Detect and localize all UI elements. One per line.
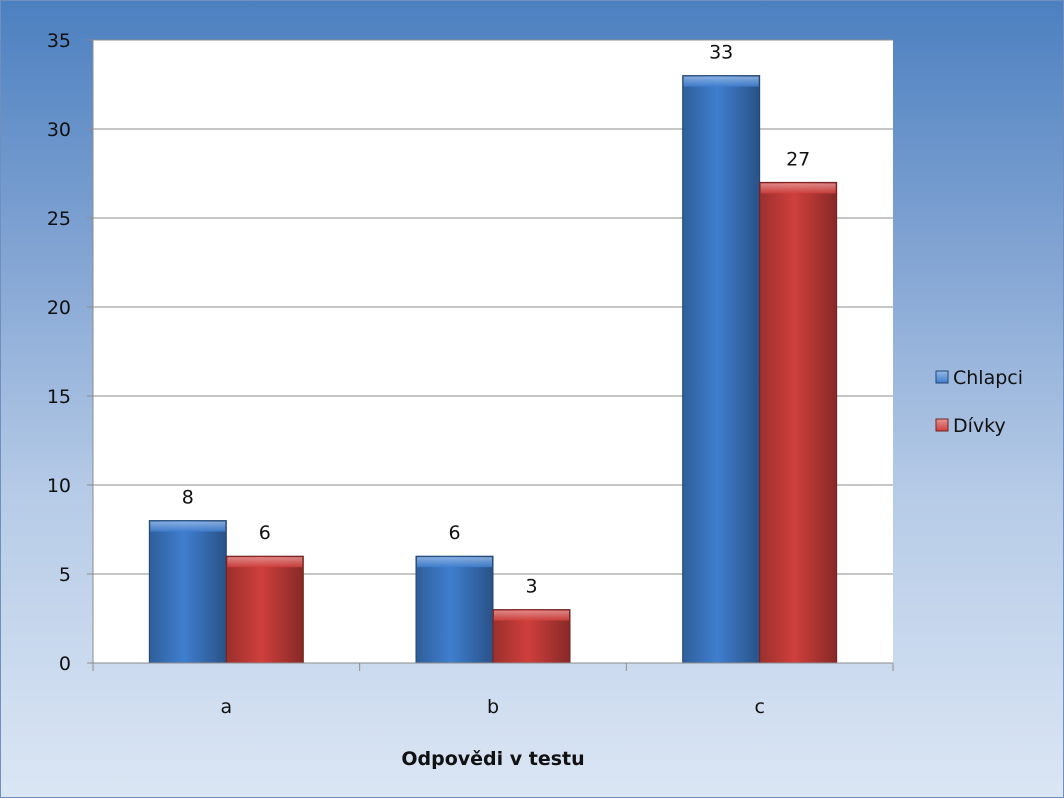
data-label-chlapci-a: 8 — [182, 487, 194, 509]
y-tick-label: 30 — [47, 119, 71, 141]
bar-chlapci-c — [682, 75, 761, 664]
legend-swatch — [935, 418, 949, 432]
x-axis-title: Odpovědi v testu — [401, 748, 584, 770]
y-tick-label: 10 — [47, 475, 71, 497]
y-tick-label: 20 — [47, 297, 71, 319]
data-label-divky-a: 6 — [259, 522, 271, 544]
y-tick-label: 25 — [47, 208, 71, 230]
legend: Chlapci Dívky — [935, 367, 1023, 437]
legend-label: Chlapci — [953, 367, 1023, 389]
data-label-divky-c: 27 — [786, 148, 810, 170]
legend-item-divky: Dívky — [935, 415, 1006, 437]
y-tick-label: 35 — [47, 30, 71, 52]
legend-swatch — [935, 370, 949, 384]
data-label-divky-b: 3 — [525, 576, 537, 598]
bar-chlapci-a — [148, 520, 227, 664]
axes — [87, 39, 894, 671]
labels: 0 5 10 15 20 25 30 35 a 8 6 b 6 3 c 33 27 — [47, 30, 810, 718]
bars — [148, 75, 838, 664]
x-tick-label-b: b — [487, 696, 499, 718]
legend-item-chlapci: Chlapci — [935, 367, 1023, 389]
bar-chlapci-b — [415, 555, 494, 664]
y-tick-label: 5 — [59, 564, 71, 586]
legend-label: Dívky — [953, 415, 1006, 437]
data-label-chlapci-b: 6 — [448, 522, 460, 544]
x-tick-label-c: c — [754, 696, 764, 718]
x-tick-label-a: a — [221, 696, 233, 718]
y-tick-label: 0 — [59, 653, 71, 675]
bar-divky-b — [492, 609, 571, 664]
bar-divky-a — [225, 555, 304, 664]
y-tick-label: 15 — [47, 386, 71, 408]
data-label-chlapci-c: 33 — [709, 42, 733, 64]
bar-divky-c — [759, 181, 838, 664]
